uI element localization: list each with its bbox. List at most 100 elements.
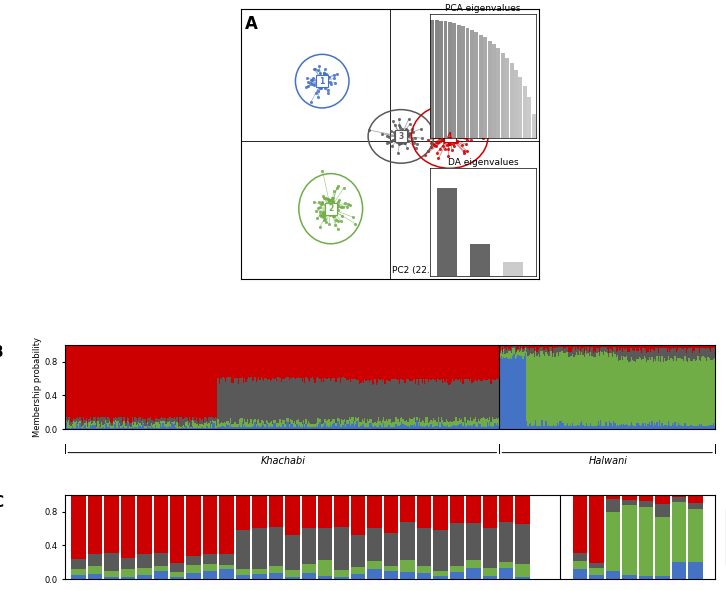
- Bar: [491, 345, 492, 384]
- Bar: [367, 427, 368, 429]
- Bar: [280, 345, 281, 378]
- Point: [329, 74, 340, 83]
- Bar: [714, 358, 715, 426]
- Bar: [248, 345, 249, 378]
- Bar: [213, 418, 215, 421]
- Bar: [635, 426, 636, 429]
- Bar: [669, 345, 670, 352]
- Bar: [309, 382, 311, 423]
- Bar: [402, 345, 404, 380]
- Bar: [516, 358, 517, 429]
- Bar: [151, 423, 152, 426]
- Bar: [575, 350, 576, 355]
- Bar: [522, 349, 523, 352]
- Bar: [397, 419, 399, 426]
- Bar: [97, 417, 99, 421]
- Bar: [88, 554, 102, 566]
- Bar: [681, 426, 682, 429]
- Bar: [158, 420, 160, 424]
- Bar: [645, 358, 646, 423]
- Bar: [501, 350, 502, 356]
- Bar: [165, 424, 166, 426]
- Bar: [600, 348, 602, 352]
- Bar: [619, 350, 621, 361]
- Bar: [579, 345, 580, 347]
- Bar: [489, 345, 491, 379]
- Bar: [665, 426, 666, 429]
- Bar: [143, 345, 144, 420]
- Bar: [317, 345, 318, 378]
- Bar: [175, 426, 176, 427]
- Point: [306, 79, 317, 89]
- Bar: [696, 360, 697, 426]
- Bar: [401, 345, 402, 379]
- Bar: [225, 382, 227, 423]
- Bar: [153, 428, 155, 429]
- Bar: [239, 419, 240, 424]
- Bar: [182, 427, 183, 429]
- Bar: [285, 427, 286, 429]
- Bar: [373, 423, 375, 427]
- Bar: [323, 382, 325, 423]
- Bar: [358, 417, 359, 427]
- Bar: [350, 382, 351, 419]
- Bar: [216, 418, 217, 426]
- Bar: [219, 569, 234, 579]
- Bar: [163, 421, 165, 427]
- Bar: [97, 421, 99, 428]
- Point: [312, 73, 324, 83]
- Bar: [600, 345, 602, 348]
- Bar: [612, 356, 613, 426]
- Bar: [377, 384, 378, 421]
- Bar: [236, 570, 250, 575]
- Bar: [707, 426, 709, 429]
- Bar: [375, 345, 377, 385]
- Bar: [494, 380, 496, 418]
- Bar: [183, 419, 184, 425]
- Bar: [396, 424, 397, 429]
- Bar: [670, 345, 672, 349]
- Bar: [474, 345, 475, 381]
- Bar: [451, 422, 452, 426]
- Bar: [104, 345, 105, 417]
- Point: [428, 139, 439, 149]
- Bar: [166, 345, 168, 421]
- Bar: [423, 345, 424, 379]
- Bar: [373, 384, 375, 423]
- Point: [444, 139, 456, 149]
- Bar: [253, 380, 254, 420]
- Bar: [584, 426, 585, 429]
- Bar: [499, 345, 501, 352]
- Bar: [433, 570, 448, 576]
- Bar: [614, 347, 616, 354]
- Bar: [336, 423, 338, 426]
- Bar: [621, 345, 622, 348]
- Bar: [489, 417, 491, 422]
- Bar: [530, 345, 531, 349]
- Bar: [575, 345, 576, 350]
- Point: [452, 129, 463, 139]
- Bar: [285, 570, 300, 577]
- Bar: [410, 425, 412, 429]
- Bar: [387, 380, 388, 421]
- Bar: [399, 345, 400, 384]
- Point: [439, 119, 450, 128]
- Bar: [628, 345, 629, 352]
- Bar: [68, 428, 69, 429]
- Bar: [423, 421, 424, 427]
- Bar: [165, 345, 166, 418]
- Bar: [401, 417, 402, 422]
- Bar: [232, 345, 234, 384]
- Bar: [119, 417, 121, 423]
- Bar: [392, 422, 393, 427]
- Bar: [332, 345, 333, 378]
- Bar: [686, 345, 687, 353]
- Bar: [545, 421, 547, 429]
- Bar: [484, 345, 485, 380]
- Bar: [668, 356, 669, 421]
- Bar: [562, 424, 563, 429]
- Bar: [234, 345, 235, 378]
- Point: [460, 132, 472, 142]
- Bar: [173, 418, 174, 423]
- Bar: [163, 418, 165, 421]
